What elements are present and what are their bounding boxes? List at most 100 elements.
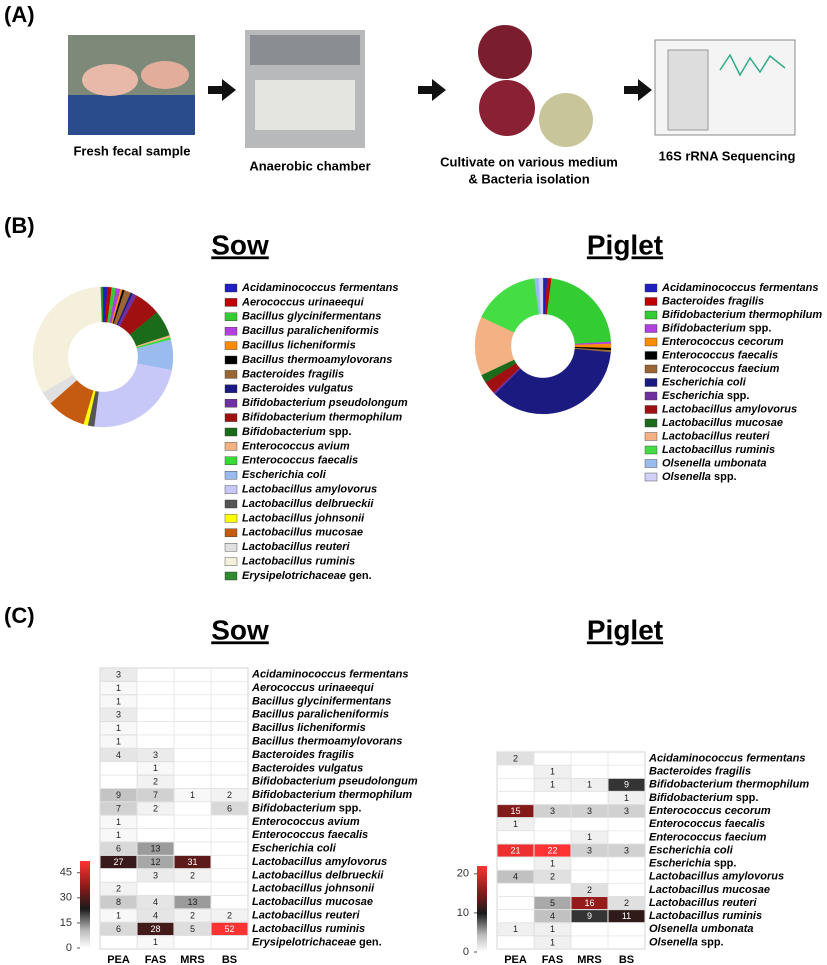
legend-label: Lactobacillus reuteri bbox=[662, 430, 771, 442]
row-label: Escherichia coli bbox=[252, 843, 337, 855]
legend-swatch bbox=[224, 442, 238, 451]
heatmap-cell bbox=[211, 922, 248, 936]
cell-value: 2 bbox=[153, 777, 158, 787]
cell-value: 9 bbox=[624, 780, 629, 790]
row-label: Acidaminococcus fermentans bbox=[648, 752, 806, 764]
cell-value: 2 bbox=[116, 884, 121, 894]
cell-value: 1 bbox=[624, 793, 629, 803]
heatmap-cell bbox=[211, 908, 248, 923]
legend-label: Lactobacillus johnsonii bbox=[242, 512, 365, 524]
cell-value: 2 bbox=[513, 753, 518, 763]
cell-value: 1 bbox=[116, 683, 121, 693]
pie-slice bbox=[100, 286, 104, 323]
legend-swatch bbox=[224, 528, 238, 537]
row-label: Bacillus glycinifermentans bbox=[252, 695, 391, 707]
heatmap-cell bbox=[608, 804, 645, 818]
legend-label: Lactobacillus ruminis bbox=[662, 444, 775, 456]
row-label: Lactobacillus reuteri bbox=[252, 909, 361, 921]
row-label: Bacillus paralicheniformis bbox=[252, 709, 389, 721]
colorbar bbox=[80, 861, 90, 948]
cell-value: 1 bbox=[116, 696, 121, 706]
legend-label: Lactobacillus mucosae bbox=[242, 527, 363, 539]
cell-value: 1 bbox=[587, 832, 592, 842]
legend-label: Acidaminococcus fermentans bbox=[661, 282, 819, 294]
cell-value: 2 bbox=[190, 870, 195, 880]
cell-value: 1 bbox=[550, 924, 555, 934]
pie-slice bbox=[538, 277, 544, 315]
cell-value: 4 bbox=[153, 897, 158, 907]
legend-swatch bbox=[224, 283, 238, 293]
cell-value: 1 bbox=[550, 767, 555, 777]
step-caption: Cultivate on various medium bbox=[440, 154, 618, 169]
cell-value: 52 bbox=[224, 924, 234, 934]
legend-label: Bifidobacterium pseudolongum bbox=[242, 397, 408, 409]
row-label: Enterococcus cecorum bbox=[649, 805, 771, 817]
column-label: BS bbox=[619, 954, 634, 965]
legend-swatch bbox=[224, 355, 238, 365]
legend-swatch bbox=[644, 445, 658, 455]
row-label: Escherichia spp. bbox=[649, 858, 736, 870]
legend-swatch bbox=[644, 459, 658, 468]
legend-swatch bbox=[224, 427, 238, 437]
legend-swatch bbox=[224, 413, 238, 422]
cell-value: 7 bbox=[153, 790, 158, 800]
colorbar-tick-label: 0 bbox=[66, 942, 72, 954]
legend-label: Lactobacillus ruminis bbox=[242, 556, 355, 568]
chart-title: Piglet bbox=[587, 229, 663, 260]
row-label: Escherichia coli bbox=[649, 844, 734, 856]
legend-label: Bacillus licheniformis bbox=[242, 340, 356, 352]
row-label: Enterococcus faecium bbox=[649, 831, 767, 843]
row-label: Enterococcus avium bbox=[252, 816, 360, 828]
row-label: Erysipelotrichaceae gen. bbox=[252, 936, 382, 948]
step-caption: 16S rRNA Sequencing bbox=[659, 148, 796, 163]
cell-value: 16 bbox=[584, 898, 594, 908]
legend-label: Bifidobacterium spp. bbox=[662, 322, 771, 334]
cell-value: 15 bbox=[510, 806, 520, 816]
row-label: Bacillus licheniformis bbox=[252, 722, 366, 734]
legend-label: Bifidobacterium spp. bbox=[242, 426, 351, 438]
column-label: PEA bbox=[504, 954, 527, 965]
legend-label: Lactobacillus amylovorus bbox=[242, 484, 377, 496]
row-label: Acidaminococcus fermentans bbox=[251, 669, 409, 681]
cell-value: 27 bbox=[113, 857, 123, 867]
arrows bbox=[208, 79, 652, 101]
legend-label: Lactobacillus delbrueckii bbox=[242, 498, 374, 510]
step-caption: Fresh fecal sample bbox=[73, 143, 190, 158]
cell-value: 1 bbox=[550, 780, 555, 790]
cell-value: 1 bbox=[513, 819, 518, 829]
row-label: Bifidobacterium spp. bbox=[649, 792, 758, 804]
row-label: Olsenella umbonata bbox=[649, 923, 754, 935]
cell-value: 4 bbox=[153, 910, 158, 920]
panel-label: (B) bbox=[4, 213, 35, 238]
legend-swatch bbox=[224, 485, 238, 494]
row-label: Bacteroides vulgatus bbox=[252, 762, 363, 774]
legend-swatch bbox=[644, 337, 658, 347]
chart-title: Sow bbox=[211, 229, 269, 260]
legend-label: Escherichia coli bbox=[242, 469, 327, 481]
row-label: Bacillus thermoamylovorans bbox=[252, 736, 402, 748]
legend-swatch bbox=[224, 514, 238, 523]
cell-border bbox=[210, 935, 249, 950]
row-label: Lactobacillus reuteri bbox=[649, 897, 758, 909]
cell-value: 4 bbox=[116, 750, 121, 760]
legend-swatch bbox=[644, 297, 658, 306]
column-label: FAS bbox=[145, 954, 166, 965]
colorbar-tick-label: 45 bbox=[60, 867, 72, 879]
cell-value: 1 bbox=[116, 910, 121, 920]
legend-swatch bbox=[644, 391, 658, 401]
cell-value: 22 bbox=[547, 845, 557, 855]
row-label: Lactobacillus johnsonii bbox=[252, 883, 375, 895]
legend-label: Bifidobacterium thermophilum bbox=[242, 412, 402, 424]
heatmap-cell bbox=[211, 801, 248, 816]
column-label: BS bbox=[222, 954, 237, 965]
legend-swatch bbox=[644, 472, 658, 482]
cell-value: 4 bbox=[513, 872, 518, 882]
row-label: Lactobacillus mucosae bbox=[252, 896, 373, 908]
legend-swatch bbox=[224, 571, 238, 581]
legend-label: Bifidobacterium thermophilum bbox=[662, 309, 822, 321]
legend-swatch bbox=[644, 364, 658, 374]
cell-value: 31 bbox=[187, 857, 197, 867]
step-caption: & Bacteria isolation bbox=[468, 171, 589, 186]
legend-swatch bbox=[224, 327, 238, 336]
legend-swatch bbox=[224, 471, 238, 480]
